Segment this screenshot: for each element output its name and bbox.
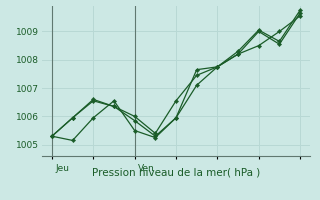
Text: Jeu: Jeu bbox=[55, 164, 69, 173]
Text: Ven: Ven bbox=[138, 164, 155, 173]
X-axis label: Pression niveau de la mer( hPa ): Pression niveau de la mer( hPa ) bbox=[92, 167, 260, 177]
